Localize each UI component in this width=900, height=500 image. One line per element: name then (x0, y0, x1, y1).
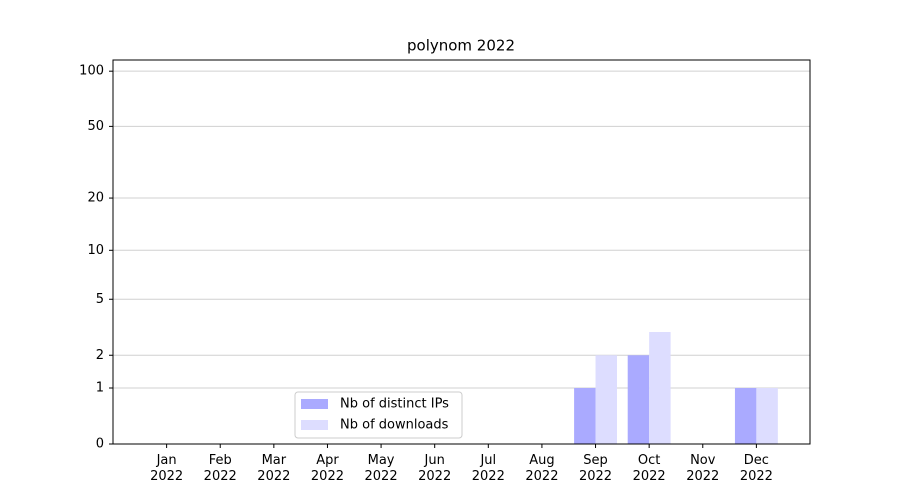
y-tick-label: 1 (96, 381, 104, 396)
chart-title: polynom 2022 (407, 37, 515, 55)
legend-swatch (301, 399, 328, 409)
legend-label: Nb of downloads (340, 418, 449, 433)
bar (734, 388, 757, 444)
bar (574, 388, 596, 444)
x-tick-label: Apr 2022 (310, 453, 344, 484)
x-tick-label: Feb 2022 (203, 453, 237, 484)
y-tick-label: 100 (79, 64, 104, 79)
x-tick-label: Dec 2022 (739, 453, 773, 484)
plot-frame (112, 59, 811, 445)
legend: Nb of distinct IPs Nb of downloads (294, 391, 463, 439)
y-tick-label: 10 (87, 243, 104, 258)
bar (627, 355, 650, 444)
x-tick-label: Mar 2022 (257, 453, 291, 484)
y-tick-label: 0 (96, 437, 104, 452)
x-tick-label: Jan 2022 (150, 453, 184, 484)
y-tick-label: 20 (87, 191, 104, 206)
legend-swatch (301, 420, 328, 430)
x-tick-label: Sep 2022 (578, 453, 613, 484)
bar (756, 388, 778, 444)
y-tick-label: 50 (87, 119, 104, 134)
y-tick-label: 2 (96, 348, 104, 363)
bar (595, 355, 617, 444)
x-tick-label: Jul 2022 (471, 453, 505, 484)
x-tick-label: Nov 2022 (686, 453, 720, 484)
x-tick-label: Oct 2022 (632, 453, 666, 484)
legend-label: Nb of distinct IPs (340, 397, 449, 412)
x-tick-label: Aug 2022 (525, 453, 559, 484)
x-tick-label: May 2022 (364, 453, 398, 484)
bar (649, 332, 671, 444)
x-tick-label: Jun 2022 (418, 453, 452, 484)
legend-frame (294, 391, 463, 439)
y-tick-label: 5 (96, 292, 104, 307)
